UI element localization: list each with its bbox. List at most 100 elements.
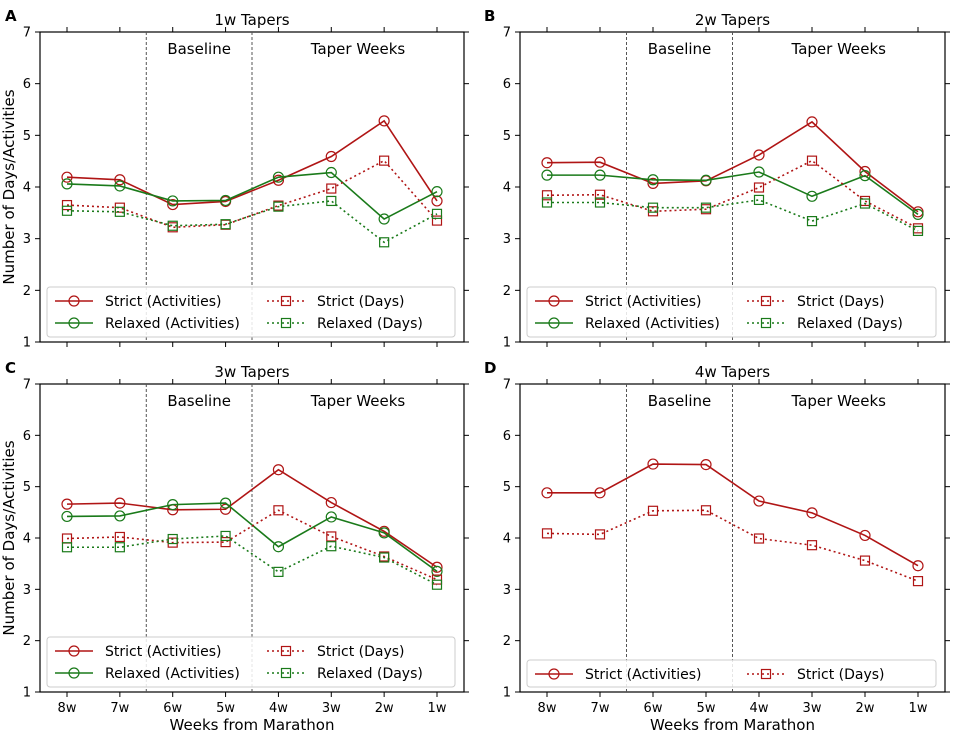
legend-label: Relaxed (Activities) [105, 666, 240, 682]
chart-title: 1w Tapers [214, 11, 289, 29]
data-point [431, 565, 443, 577]
legend-marker [760, 295, 772, 307]
data-point [167, 533, 178, 545]
chart-title: 4w Tapers [695, 363, 770, 381]
data-point [61, 542, 73, 553]
data-point [61, 171, 73, 183]
data-point [806, 190, 818, 202]
data-point [912, 560, 924, 572]
y-axis-label: Number of Days/Activities [0, 89, 18, 284]
y-tick-label: 5 [23, 480, 31, 495]
data-point [647, 177, 659, 189]
data-point [379, 552, 390, 563]
legend-marker [280, 667, 292, 679]
x-tick-label: 5w [697, 701, 716, 716]
data-point [647, 174, 659, 186]
region-label-baseline: Baseline [648, 40, 712, 58]
data-point [219, 503, 232, 515]
legend-entry-relaxed-days: Relaxed (Days) [267, 666, 423, 682]
legend-entry-relaxed-activities: Relaxed (Activities) [55, 316, 240, 332]
panel-c: C 3w Tapers Baseline Taper Weeks 1 2 3 4 5 6 7 8w 7w… [0, 359, 469, 734]
legend-label: Strict (Days) [317, 644, 405, 660]
legend-label: Strict (Days) [317, 294, 405, 310]
data-point [272, 171, 285, 183]
data-point [220, 537, 231, 548]
data-point [167, 195, 179, 207]
data-point [167, 220, 178, 231]
data-point [273, 505, 284, 516]
data-point [753, 182, 765, 193]
legend-entry-relaxed-days: Relaxed (Days) [747, 316, 903, 332]
x-tick-label: 4w [750, 701, 769, 716]
data-point [753, 194, 765, 206]
series-line [66, 171, 438, 220]
data-point [541, 487, 553, 499]
y-tick-label: 3 [503, 232, 511, 247]
y-tick-label: 2 [503, 634, 511, 649]
x-axis-label: Weeks from Marathon [650, 716, 815, 734]
y-tick-label: 6 [23, 429, 31, 444]
panel-letter: A [5, 7, 17, 25]
y-tick-label: 3 [23, 232, 31, 247]
legend-marker [280, 317, 292, 329]
region-label-baseline: Baseline [167, 392, 231, 410]
legend-label: Strict (Activities) [105, 644, 221, 660]
series-line [547, 171, 919, 216]
y-tick-label: 7 [503, 26, 511, 41]
data-point [594, 169, 606, 181]
data-point [219, 194, 232, 207]
y-tick-label: 2 [23, 634, 31, 649]
x-tick-label: 5w [216, 701, 235, 716]
x-tick-label: 8w [58, 701, 77, 716]
data-point [753, 149, 765, 161]
data-point [700, 505, 712, 516]
y-tick-label: 3 [503, 583, 511, 598]
y-axis-label: Number of Days/Activities [0, 440, 18, 635]
data-point [114, 174, 126, 186]
data-point [594, 197, 606, 208]
legend-marker [760, 317, 772, 329]
x-tick-label: 7w [110, 701, 129, 716]
legend-box [526, 286, 937, 338]
legend-entry-strict-activities: Strict (Activities) [55, 294, 221, 310]
data-point [114, 497, 126, 509]
data-point [541, 197, 553, 208]
data-point [859, 198, 871, 209]
legend-marker [280, 645, 292, 657]
data-point [700, 174, 712, 186]
region-label-taper-weeks: Taper Weeks [310, 40, 406, 58]
legend-label: Strict (Days) [797, 294, 885, 310]
data-point [325, 150, 337, 163]
panel-letter: C [5, 359, 16, 377]
data-point [379, 155, 390, 166]
data-point [114, 542, 125, 553]
legend-entry-strict-days: Strict (Days) [747, 667, 885, 683]
legend: Strict (Activities) Strict (Days) Relaxed … [46, 636, 456, 688]
data-point [326, 541, 337, 552]
legend-marker [548, 668, 560, 680]
legend-label: Relaxed (Days) [317, 316, 423, 332]
y-tick-label: 1 [23, 686, 31, 701]
data-point [647, 202, 659, 213]
data-point [912, 576, 924, 587]
series-line [66, 509, 438, 581]
y-tick-label: 5 [23, 129, 31, 144]
series-line [66, 468, 438, 568]
legend-entry-relaxed-days: Relaxed (Days) [267, 316, 423, 332]
legend-label: Relaxed (Days) [797, 316, 903, 332]
region-label-taper-weeks: Taper Weeks [310, 392, 406, 410]
y-tick-label: 6 [503, 429, 511, 444]
data-point [594, 156, 606, 168]
data-point [912, 208, 924, 220]
panel-b: B 2w Tapers Baseline Taper Weeks 1 2 3 4 5 6 7 Stri… [484, 7, 950, 351]
data-point [912, 225, 924, 237]
data-point [431, 186, 443, 198]
region-label-taper-weeks: Taper Weeks [791, 392, 887, 410]
series-line [547, 463, 919, 567]
y-tick-label: 7 [503, 378, 511, 393]
x-tick-label: 4w [269, 701, 288, 716]
series-relaxed-activities [61, 166, 443, 225]
data-point [378, 527, 390, 539]
x-tick-label: 3w [803, 701, 822, 716]
legend-label: Strict (Activities) [585, 294, 701, 310]
